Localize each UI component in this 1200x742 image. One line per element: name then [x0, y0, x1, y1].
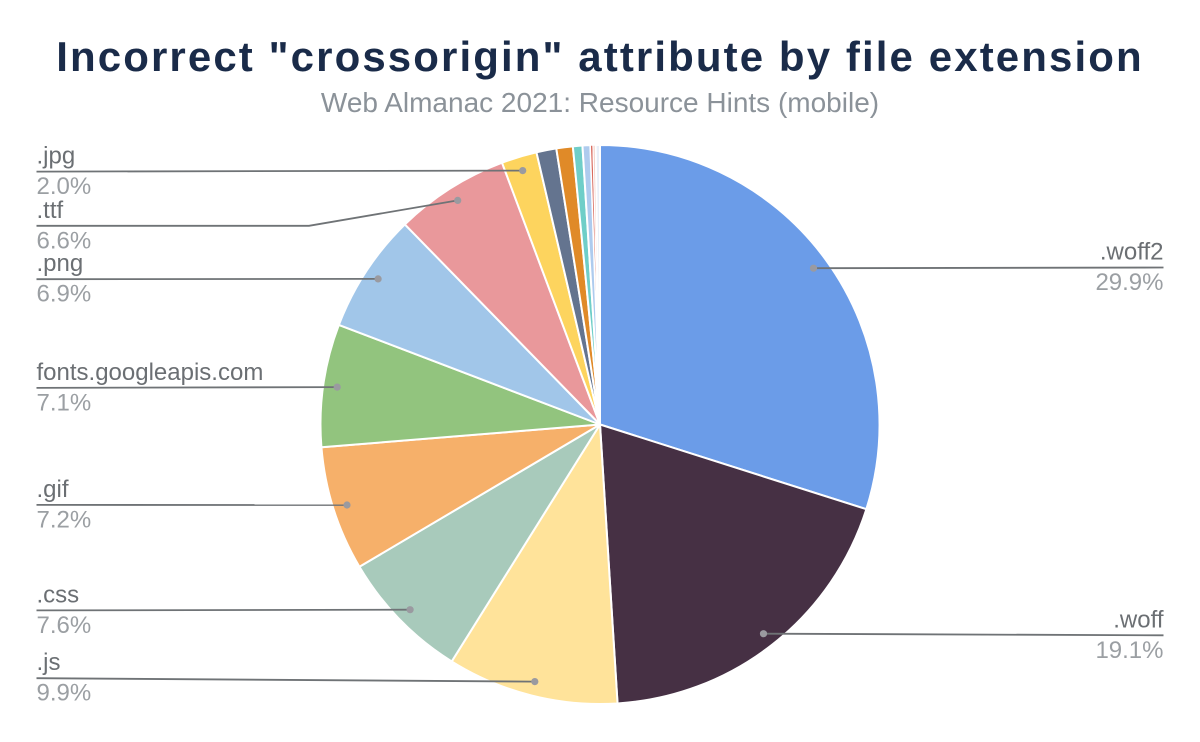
svg-text:7.6%: 7.6%: [37, 612, 92, 639]
svg-text:.css: .css: [37, 581, 80, 608]
svg-text:19.1%: 19.1%: [1095, 637, 1163, 664]
svg-text:.png: .png: [37, 250, 84, 277]
svg-text:7.1%: 7.1%: [37, 389, 92, 416]
svg-text:.woff2: .woff2: [1100, 239, 1164, 266]
svg-text:.jpg: .jpg: [37, 143, 76, 170]
svg-text:6.9%: 6.9%: [37, 281, 92, 308]
svg-text:7.2%: 7.2%: [37, 506, 92, 533]
svg-text:fonts.googleapis.com: fonts.googleapis.com: [37, 359, 264, 386]
svg-text:.js: .js: [37, 649, 61, 676]
svg-text:29.9%: 29.9%: [1095, 269, 1163, 296]
svg-text:2.0%: 2.0%: [37, 173, 92, 200]
svg-text:.gif: .gif: [37, 476, 69, 503]
svg-text:.ttf: .ttf: [37, 197, 64, 224]
svg-text:9.9%: 9.9%: [37, 680, 92, 707]
svg-text:6.6%: 6.6%: [37, 227, 92, 254]
svg-text:.woff: .woff: [1113, 606, 1164, 633]
